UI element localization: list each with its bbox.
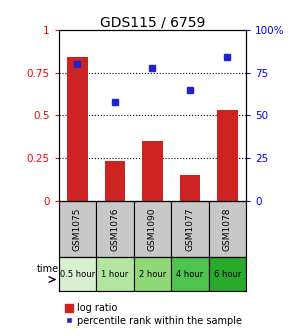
Text: GSM1075: GSM1075: [73, 207, 82, 251]
Bar: [67, 57, 88, 201]
Text: 0.5 hour: 0.5 hour: [60, 270, 95, 279]
Bar: [209, 257, 246, 291]
Bar: [96, 201, 134, 257]
Bar: [134, 201, 171, 257]
Bar: [171, 257, 209, 291]
Bar: [180, 175, 200, 201]
Bar: [209, 201, 246, 257]
Text: 1 hour: 1 hour: [101, 270, 129, 279]
Bar: [59, 257, 96, 291]
Bar: [105, 161, 125, 201]
Text: 6 hour: 6 hour: [214, 270, 241, 279]
Text: GSM1078: GSM1078: [223, 207, 232, 251]
Bar: [142, 141, 163, 201]
Text: 2 hour: 2 hour: [139, 270, 166, 279]
Text: time: time: [37, 264, 59, 274]
Bar: [217, 110, 238, 201]
Text: GSM1076: GSM1076: [110, 207, 119, 251]
Text: GSM1077: GSM1077: [185, 207, 194, 251]
Text: GSM1090: GSM1090: [148, 207, 157, 251]
Bar: [96, 257, 134, 291]
Text: 4 hour: 4 hour: [176, 270, 204, 279]
Bar: [134, 257, 171, 291]
Bar: [59, 201, 96, 257]
Title: GDS115 / 6759: GDS115 / 6759: [100, 15, 205, 29]
Bar: [171, 201, 209, 257]
Legend: log ratio, percentile rank within the sample: log ratio, percentile rank within the sa…: [64, 301, 244, 328]
